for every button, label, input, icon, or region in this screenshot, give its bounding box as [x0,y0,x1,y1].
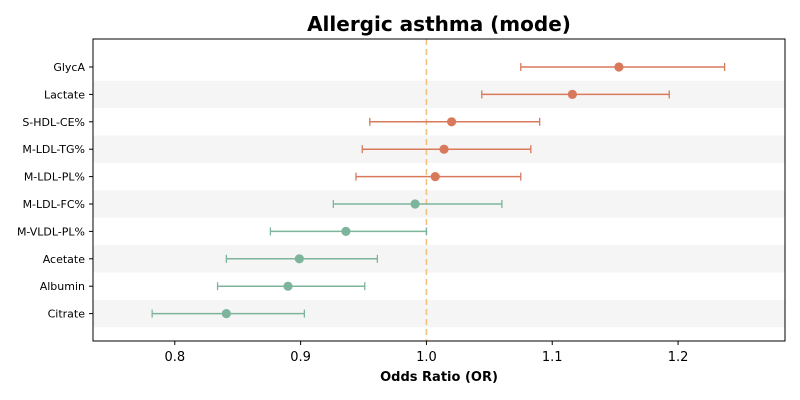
y-tick-label: M-LDL-FC% [23,198,85,211]
y-axis: GlycA Lactate S-HDL-CE% M-LDL-TG% M-LDL-PL% M… [17,61,93,321]
or-point [446,117,457,127]
or-point [221,309,231,319]
or-point [567,89,577,99]
data-marks [151,62,726,319]
y-tick-label: Acetate [43,253,86,266]
or-point [430,172,440,182]
y-tick-label: M-LDL-PL% [24,171,85,184]
plot-frame [92,38,786,342]
x-tick-label: 0.8 [164,350,185,365]
chart-title: Allergic asthma (mode) [307,12,571,36]
y-tick-label: GlycA [53,61,85,74]
or-point [410,199,420,209]
or-point [614,62,624,72]
row-band [93,80,785,109]
row-band [93,245,785,273]
y-tick-label: S-HDL-CE% [22,116,85,129]
x-axis-label: Odds Ratio (OR) [380,370,498,385]
or-point [283,281,293,291]
y-tick-label: Citrate [48,308,86,321]
or-point [294,254,304,264]
y-tick-label: M-LDL-TG% [22,143,85,156]
x-tick-label: 0.9 [290,350,311,365]
y-tick-label: Lactate [44,88,85,101]
y-tick-label: Albumin [40,280,85,293]
y-tick-label: M-VLDL-PL% [17,225,85,238]
or-point [341,226,351,236]
x-axis: 0.8 0.9 1.0 1.1 1.2 [164,341,688,365]
x-tick-label: 1.2 [668,350,689,365]
or-point [439,144,449,154]
x-tick-label: 1.0 [416,350,437,365]
x-tick-label: 1.1 [542,350,563,365]
